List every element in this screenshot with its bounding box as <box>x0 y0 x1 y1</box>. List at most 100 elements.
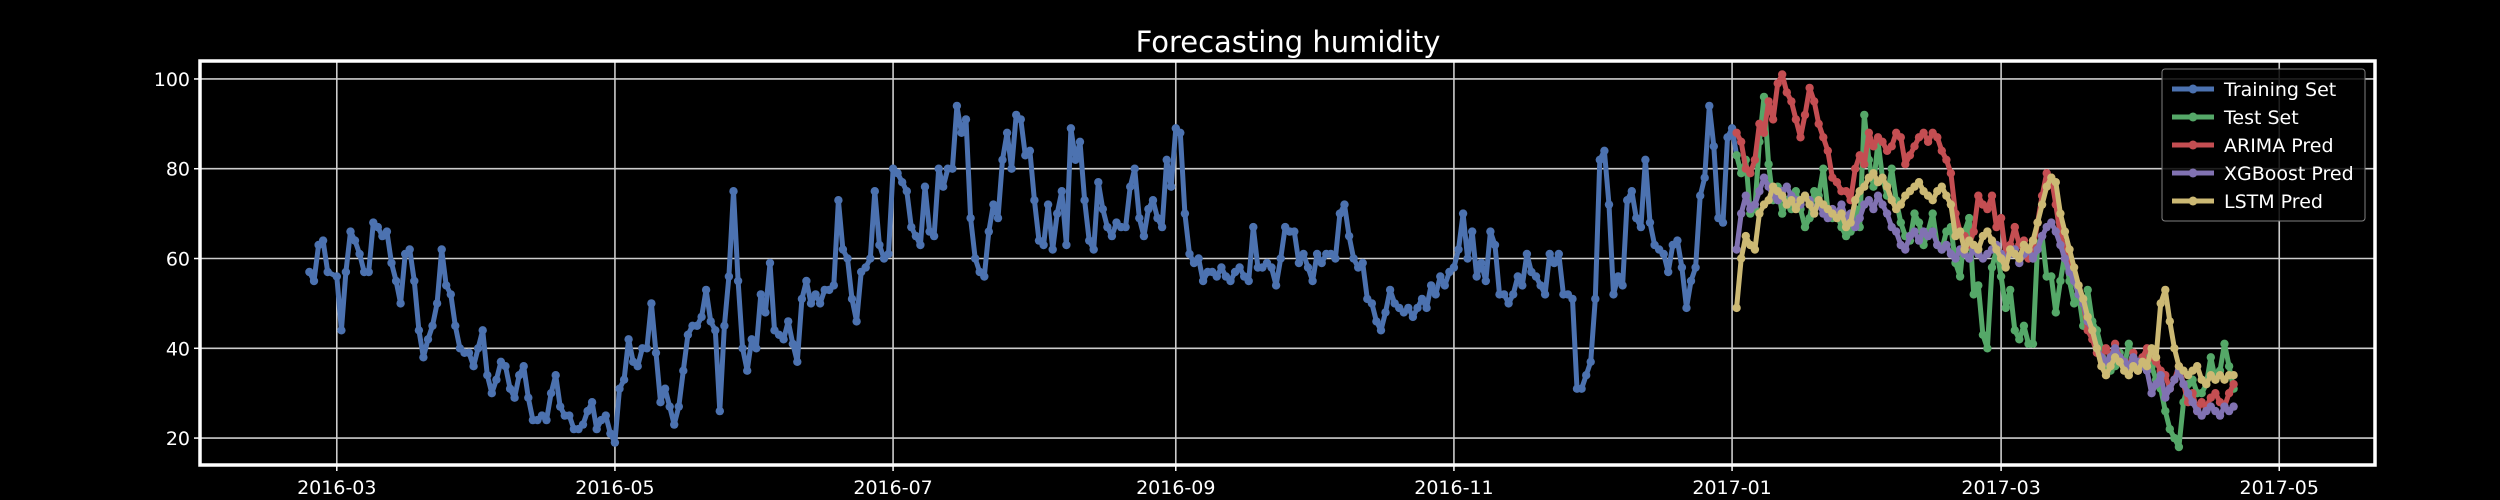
data-point <box>1746 169 1755 178</box>
data-point <box>665 402 674 411</box>
data-point <box>1463 254 1472 263</box>
data-point <box>2033 245 2042 254</box>
data-point <box>1782 182 1792 191</box>
data-point <box>1303 263 1313 272</box>
data-point <box>1299 249 1308 259</box>
y-tick-label: 20 <box>166 428 190 450</box>
x-tick-label: 2017-01 <box>1692 477 1771 499</box>
data-point <box>870 187 879 196</box>
data-point <box>1043 200 1053 209</box>
data-point <box>1955 227 1965 236</box>
data-point <box>387 258 396 268</box>
x-tick-label: 2016-09 <box>1136 477 1215 499</box>
data-point <box>1358 258 1367 268</box>
data-point <box>2229 371 2238 380</box>
data-point <box>624 335 633 344</box>
data-point <box>2156 371 2165 380</box>
data-point <box>1609 290 1618 299</box>
data-point <box>1144 204 1153 214</box>
data-point <box>1440 281 1450 290</box>
data-point <box>884 249 893 259</box>
data-point <box>843 254 852 263</box>
data-point <box>911 231 921 241</box>
data-point <box>1928 196 1937 205</box>
data-point <box>834 196 843 205</box>
data-point <box>2197 389 2206 398</box>
data-point <box>706 317 715 326</box>
data-point <box>592 424 601 434</box>
data-point <box>1768 115 1778 124</box>
data-point <box>309 276 319 286</box>
data-point <box>469 362 478 371</box>
data-point <box>1969 227 1978 236</box>
data-point <box>679 366 688 375</box>
data-point <box>1458 209 1468 218</box>
legend-label: XGBoost Pred <box>2224 163 2354 185</box>
data-point <box>1892 227 1901 236</box>
data-point <box>1385 285 1395 295</box>
data-point <box>1910 209 1919 218</box>
data-point <box>1737 254 1746 263</box>
data-point <box>2060 254 2070 263</box>
data-point <box>2170 433 2179 443</box>
data-point <box>971 254 980 263</box>
y-tick-label: 40 <box>166 338 190 360</box>
data-point <box>1764 160 1773 169</box>
data-point <box>551 371 560 380</box>
data-point <box>811 290 820 299</box>
data-point <box>1841 187 1851 196</box>
data-point <box>1882 182 1892 191</box>
data-point <box>729 187 738 196</box>
data-point <box>1522 249 1532 259</box>
data-point <box>1135 213 1144 223</box>
data-point <box>2161 393 2170 402</box>
data-point <box>1996 254 2006 263</box>
data-point <box>2165 384 2174 393</box>
series-lstm-pred <box>1732 169 2238 389</box>
data-point <box>1800 222 1810 232</box>
legend-swatch-marker <box>2188 112 2198 122</box>
data-point <box>505 384 515 393</box>
data-point <box>446 290 455 299</box>
data-point <box>2051 227 2060 236</box>
data-point <box>1686 276 1696 286</box>
data-point <box>410 276 419 286</box>
data-point <box>1531 272 1541 281</box>
data-point <box>1085 236 1094 245</box>
y-tick-label: 80 <box>166 159 190 181</box>
data-point <box>483 371 492 380</box>
data-point <box>2047 218 2056 227</box>
data-point <box>929 231 939 241</box>
data-point <box>2220 339 2229 348</box>
data-point <box>2060 227 2070 236</box>
data-point <box>1928 209 1937 218</box>
data-point <box>2083 285 2092 295</box>
data-point <box>802 276 811 286</box>
data-point <box>1946 200 1956 209</box>
data-point <box>1923 137 1933 146</box>
data-point <box>743 366 752 375</box>
data-point <box>492 375 501 384</box>
data-point <box>1025 146 1035 155</box>
data-point <box>815 299 825 308</box>
data-point <box>1750 245 1760 254</box>
data-point <box>1454 245 1463 254</box>
grid <box>200 61 2375 465</box>
data-point <box>2215 411 2225 420</box>
data-point <box>1810 209 1819 218</box>
data-point <box>2065 245 2074 254</box>
data-point <box>473 344 483 353</box>
data-point <box>2206 353 2215 362</box>
data-point <box>2024 245 2033 254</box>
data-point <box>715 406 724 416</box>
data-point <box>1477 258 1486 268</box>
data-point <box>1942 155 1951 164</box>
data-point <box>1267 263 1276 272</box>
data-point <box>515 371 524 380</box>
data-point <box>1226 276 1235 286</box>
data-point <box>2037 200 2047 209</box>
data-point <box>1755 209 1764 218</box>
data-point <box>1290 227 1299 236</box>
data-point <box>1126 182 1135 191</box>
